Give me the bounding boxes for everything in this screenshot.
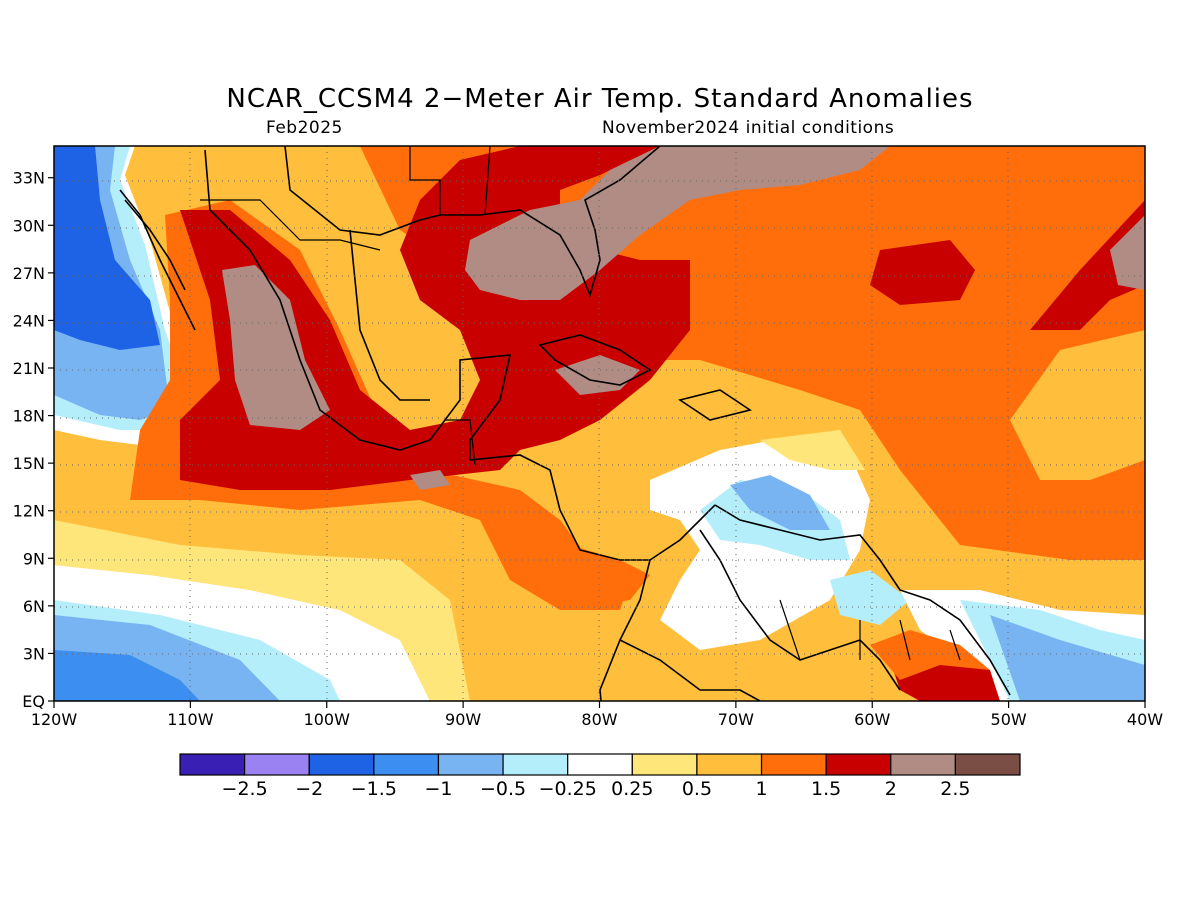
colorbar-label: 0.5 [682,778,712,800]
lat-tick-label: 18N [13,407,45,426]
colorbar-swatch [696,753,763,776]
colorbar-swatch [760,753,827,776]
colorbar-swatch [308,753,375,776]
anomaly-cool2-caribbean [730,475,830,530]
colorbar-swatch [567,753,633,776]
colorbar-swatch [825,753,892,776]
colorbar-swatch [890,753,956,776]
colorbar-label: 2 [885,778,897,800]
colorbar-swatch [502,753,569,776]
lat-tick-label: 12N [13,502,45,521]
initial-conditions: November2024 initial conditions [602,118,895,138]
map-title: NCAR_CCSM4 2−Meter Air Temp. Standard An… [226,84,974,114]
graticule [54,146,1145,701]
colorbar-label: −1.5 [351,778,397,800]
anomaly-cool-guyana [830,570,910,625]
lat-axis: EQ 3N 6N 9N 12N 15N 18N 21N 24N 27N 30N 33N [13,169,45,711]
lon-tick-label: 50W [991,710,1027,729]
lon-tick-label: 40W [1127,710,1163,729]
colorbar-swatch [954,753,1021,776]
anomaly-lightwarm-band [54,520,470,701]
lat-tick-label: 27N [13,264,45,283]
anomaly-hot-atlantic [1030,200,1145,330]
colorbar-label: −1 [424,778,452,800]
lon-tick-label: 80W [581,710,617,729]
lon-tick-label: 120W [31,710,78,729]
lat-tick-label: 33N [13,169,45,188]
colorbar-label: −0.5 [480,778,526,800]
anomaly-extreme-guatemala [410,470,450,490]
colorbar-label: 1 [755,778,767,800]
colorbar-label: −2 [295,778,323,800]
colorbar-label: −0.25 [539,778,597,800]
anomaly-cold-pacific [54,146,160,350]
lat-tick-label: 3N [23,644,45,663]
anomaly-extreme-gulf [465,146,890,300]
lon-tick-label: 70W [718,710,754,729]
anomaly-field [54,146,1145,701]
colorbar-label: 1.5 [811,778,841,800]
colorbar-swatch [244,753,310,776]
anomaly-hot-atlantic2 [870,240,975,305]
colorbar-swatch [437,753,504,776]
lon-tick-label: 60W [854,710,890,729]
forecast-month: Feb2025 [266,118,343,138]
colorbar-label: 0.25 [611,778,653,800]
lon-tick-label: 110W [167,710,214,729]
lon-axis: 120W 110W 100W 90W 80W 70W 60W 50W 40W [31,710,1163,729]
lat-tick-label: 24N [13,311,45,330]
anomaly-warm-suriname [870,630,990,680]
lon-tick-label: 90W [445,710,481,729]
colorbar-swatch [179,753,246,776]
colorbar-swatch [631,753,698,776]
anomaly-warm-colombia [515,545,650,605]
anomaly-cool2-brazil [990,615,1145,701]
lat-tick-label: 6N [23,597,45,616]
lat-tick-label: 21N [13,359,45,378]
anomaly-lightwarm-caribbean [760,430,865,470]
colorbar-swatch [373,753,440,776]
lat-tick-label: EQ [22,692,45,711]
axis-ticks [48,177,1146,708]
lon-tick-label: 100W [304,710,351,729]
borders [200,146,961,661]
anomaly-cold-southpac [54,650,200,701]
anomaly-extreme-atlantic [1110,215,1145,290]
anomaly-extreme-mexico [222,265,330,430]
colorbar-label: 2.5 [940,778,970,800]
lat-tick-label: 15N [13,454,45,473]
colorbar-label: −2.5 [222,778,268,800]
lat-tick-label: 9N [23,549,45,568]
colorbar-labels: −2.5 −2 −1.5 −1 −0.5 −0.25 0.25 0.5 1 1.5 2 2.5 [222,778,971,800]
colorbar [179,753,1021,776]
lat-tick-label: 30N [13,216,45,235]
